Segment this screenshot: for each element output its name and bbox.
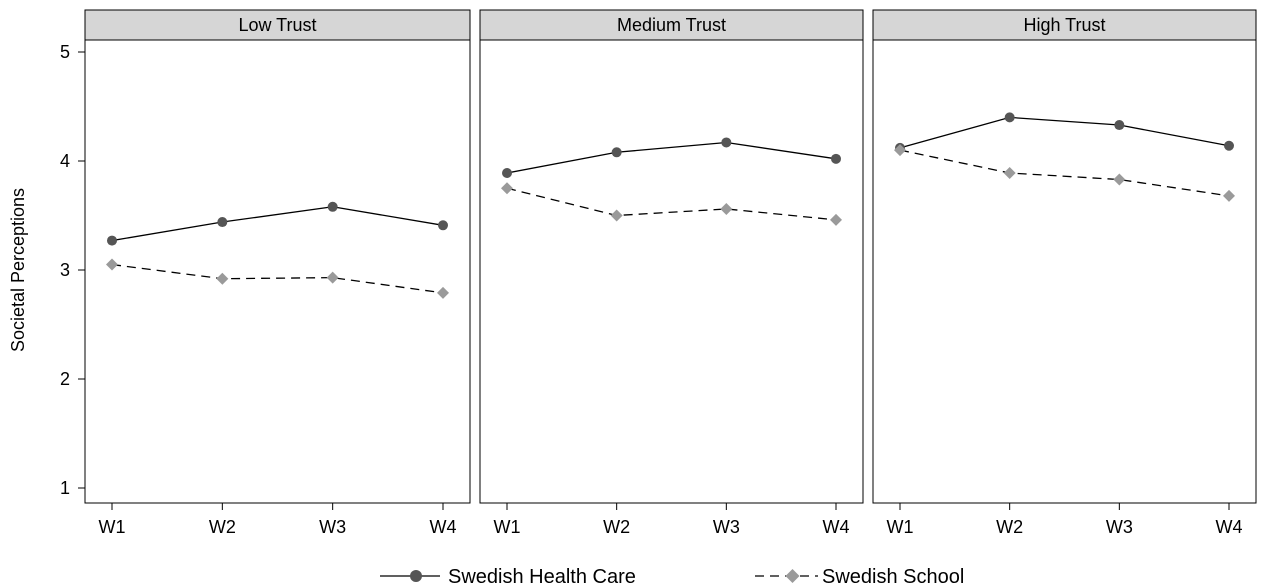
y-axis-label: Societal Perceptions <box>8 188 28 352</box>
series-line <box>506 187 837 221</box>
legend-marker <box>785 569 800 583</box>
data-point <box>1113 173 1126 186</box>
legend-marker <box>410 570 422 582</box>
legend-item: Swedish Health Care <box>380 566 636 588</box>
legend-label: Swedish School <box>822 566 964 588</box>
data-point <box>894 144 906 157</box>
x-tick-label: W1 <box>887 517 914 537</box>
y-tick-label: 3 <box>60 260 70 280</box>
x-tick-label: W4 <box>823 517 850 537</box>
panel-title: Medium Trust <box>617 15 726 35</box>
x-tick-label: W2 <box>209 517 236 537</box>
data-point <box>1224 140 1234 151</box>
legend: Swedish Health Care Swedish School <box>380 566 964 588</box>
data-point <box>327 201 338 212</box>
data-point <box>326 271 339 284</box>
data-point <box>106 258 118 271</box>
x-tick-label: W3 <box>1106 517 1133 537</box>
data-point <box>1004 112 1015 123</box>
panel-0: Low Trust W1 W2 W3 W4 <box>84 9 471 537</box>
panel-strip <box>479 9 864 41</box>
legend-label: Swedish Health Care <box>448 566 636 588</box>
panels: 1 2 3 4 5 Low Trust W1 W2 W3 W4 Medium Trust W1 W2 W3… <box>60 9 1257 537</box>
series-line <box>111 263 444 294</box>
series-line <box>899 116 1230 149</box>
data-point <box>216 272 229 285</box>
data-point <box>610 209 623 222</box>
x-tick-label: W4 <box>430 517 457 537</box>
data-point <box>721 137 732 148</box>
x-tick-label: W1 <box>494 517 521 537</box>
panel-frame <box>872 39 1257 504</box>
x-tick-label: W1 <box>99 517 126 537</box>
data-point <box>107 235 117 246</box>
panel-frame <box>84 39 471 504</box>
data-point <box>438 220 448 231</box>
panel-strip <box>84 9 471 41</box>
panel-frame <box>479 39 864 504</box>
panel-title: Low Trust <box>238 15 316 35</box>
data-point <box>217 217 228 228</box>
data-point <box>830 213 842 226</box>
data-point <box>1114 120 1125 131</box>
panel-title: High Trust <box>1023 15 1105 35</box>
legend-item: Swedish School <box>755 566 964 588</box>
x-tick-label: W4 <box>1216 517 1243 537</box>
data-point <box>501 182 513 195</box>
x-tick-label: W3 <box>713 517 740 537</box>
panel-2: High Trust W1 W2 W3 W4 <box>872 9 1257 537</box>
series-line <box>111 206 444 242</box>
data-point <box>1223 189 1235 202</box>
data-point <box>1003 166 1016 179</box>
series-line <box>506 141 837 174</box>
data-point <box>720 202 733 215</box>
x-tick-label: W2 <box>603 517 630 537</box>
panel-strip <box>872 9 1257 41</box>
y-tick-label: 5 <box>60 42 70 62</box>
data-point <box>611 147 622 158</box>
y-tick-label: 1 <box>60 478 70 498</box>
data-point <box>437 286 449 299</box>
y-tick-label: 4 <box>60 151 70 171</box>
data-point <box>502 167 512 178</box>
y-tick-label: 2 <box>60 369 70 389</box>
series-line <box>899 149 1230 197</box>
panel-1: Medium Trust W1 W2 W3 W4 <box>479 9 864 537</box>
x-tick-label: W3 <box>319 517 346 537</box>
x-tick-label: W2 <box>996 517 1023 537</box>
data-point <box>831 153 841 164</box>
